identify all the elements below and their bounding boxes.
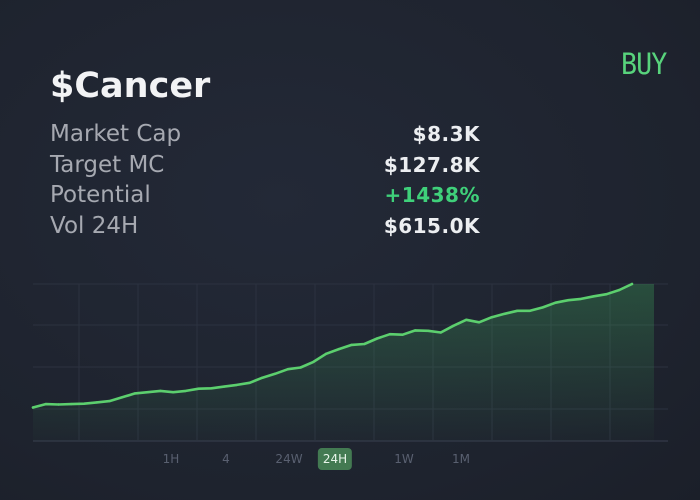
price-point — [363, 342, 366, 346]
price-point — [172, 391, 175, 394]
price-point — [490, 316, 493, 319]
stat-label: Potential — [50, 182, 151, 208]
price-point — [210, 387, 213, 390]
timeframe-tab-24h[interactable]: 24H — [317, 448, 353, 470]
price-point — [528, 309, 532, 312]
price-point — [159, 389, 162, 393]
price-point — [401, 333, 404, 336]
price-point — [146, 391, 149, 394]
price-point — [477, 321, 481, 324]
buy-button[interactable]: BUY — [620, 47, 667, 81]
price-point — [630, 282, 634, 286]
timeframe-tab-1h[interactable]: 1H — [162, 452, 180, 466]
price-point — [426, 329, 430, 332]
price-point — [388, 333, 392, 336]
stat-row-market-cap: Market Cap $8.3K — [50, 121, 480, 152]
timeframe-selector: 1H 4 24W 24H 1W 1M — [0, 448, 700, 470]
price-point — [31, 406, 35, 409]
price-point — [286, 368, 290, 371]
price-point — [133, 392, 137, 395]
price-point — [605, 293, 608, 296]
stat-row-potential: Potential +1438% — [50, 182, 480, 213]
stat-value: $615.0K — [383, 213, 480, 238]
stat-value: $127.8K — [383, 152, 480, 177]
stat-value: +1438% — [384, 183, 480, 207]
price-point — [121, 396, 124, 399]
stat-label: Vol 24H — [50, 212, 139, 239]
price-point — [618, 288, 621, 292]
token-ticker: $Cancer — [50, 66, 211, 106]
price-point — [414, 329, 417, 332]
price-point — [324, 352, 328, 355]
timeframe-tab-1w[interactable]: 1W — [394, 452, 414, 466]
price-point — [223, 385, 226, 388]
price-point — [95, 401, 98, 404]
price-point — [579, 297, 583, 301]
price-point — [452, 324, 455, 327]
price-point — [465, 318, 468, 321]
stat-label: Target MC — [50, 151, 165, 178]
price-line — [31, 282, 634, 409]
stats-panel: Market Cap $8.3K Target MC $127.8K Poten… — [50, 121, 480, 243]
price-point — [541, 306, 544, 309]
stat-row-volume-24h: Vol 24H $615.0K — [50, 213, 480, 244]
price-point — [108, 399, 111, 403]
timeframe-tab-4[interactable]: 4 — [222, 452, 230, 466]
price-point — [312, 360, 315, 364]
price-point — [592, 295, 595, 298]
price-point — [197, 387, 200, 390]
price-point — [235, 383, 239, 387]
stat-row-target-mc: Target MC $127.8K — [50, 152, 480, 183]
price-point — [57, 403, 60, 406]
price-point — [261, 376, 264, 379]
price-point — [248, 381, 251, 384]
price-point — [503, 312, 506, 315]
price-chart — [31, 282, 668, 442]
price-point — [82, 402, 86, 405]
price-point — [70, 402, 73, 406]
price-point — [184, 389, 188, 393]
price-point — [299, 366, 302, 369]
price-point — [44, 402, 47, 406]
stat-label: Market Cap — [50, 121, 182, 147]
price-points — [31, 282, 634, 409]
price-point — [554, 301, 557, 304]
price-point — [337, 347, 341, 351]
timeframe-tab-1m[interactable]: 1M — [452, 452, 470, 466]
price-point — [567, 299, 570, 302]
timeframe-tab-24w[interactable]: 24W — [275, 452, 303, 466]
stat-value: $8.3K — [412, 122, 480, 146]
price-point — [439, 331, 442, 334]
price-point — [273, 372, 277, 375]
price-point — [350, 343, 353, 347]
price-point — [516, 309, 519, 312]
price-area — [33, 284, 654, 441]
price-point — [375, 337, 379, 340]
